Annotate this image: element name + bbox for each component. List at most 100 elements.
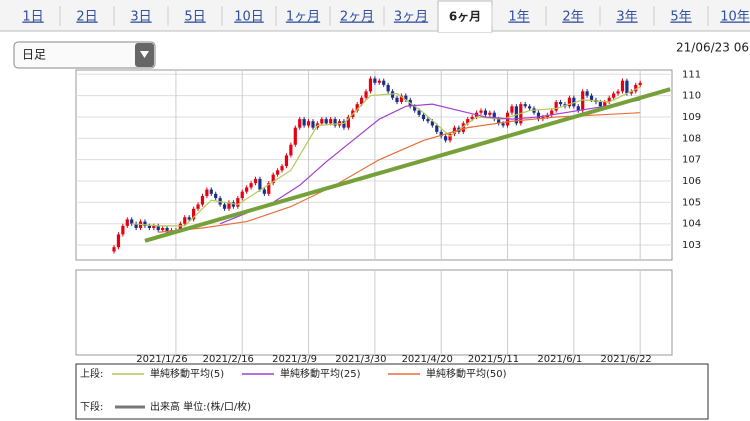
- candle-body: [192, 208, 196, 220]
- candle-body: [528, 106, 532, 109]
- x-tick-label: 2021/6/22: [601, 354, 652, 365]
- candle-body: [550, 110, 554, 115]
- candle-body: [585, 91, 589, 96]
- candle-body: [634, 84, 638, 92]
- candle-body: [620, 80, 625, 92]
- candle-body: [404, 95, 408, 100]
- candle-body: [156, 225, 160, 231]
- tab[interactable]: 3年: [616, 10, 637, 25]
- candle-body: [165, 227, 169, 233]
- candle-body: [373, 78, 377, 83]
- candle-body: [581, 91, 585, 111]
- candle-body: [589, 95, 594, 100]
- candle-body: [205, 189, 209, 196]
- y-tick-label: 111: [682, 69, 701, 80]
- candle-body: [483, 110, 488, 115]
- x-tick-label: 2021/5/11: [468, 354, 519, 365]
- candle-body: [364, 91, 368, 98]
- candle-body: [421, 114, 426, 120]
- y-tick-label: 109: [682, 112, 701, 123]
- candle-body: [355, 104, 359, 111]
- candle-body: [271, 174, 275, 184]
- tab[interactable]: 2ヶ月: [340, 10, 374, 25]
- candle-body: [452, 127, 457, 135]
- x-tick-label: 2021/6/1: [537, 354, 582, 365]
- tab[interactable]: 5年: [670, 10, 691, 25]
- candle-body: [329, 119, 333, 124]
- tab[interactable]: 1年: [508, 10, 529, 25]
- candle-body: [435, 125, 439, 132]
- candle-body: [616, 91, 620, 94]
- candle-body: [214, 193, 218, 199]
- candle-body: [130, 219, 134, 224]
- candle-body: [253, 178, 258, 184]
- candle-body: [346, 116, 350, 128]
- legend-label: 単純移動平均(25): [280, 367, 361, 380]
- candle-body: [497, 119, 501, 124]
- candle-body: [479, 110, 483, 113]
- moving-average-line: [219, 99, 641, 225]
- candle-body: [629, 91, 633, 94]
- candle-body: [134, 223, 138, 228]
- candle-body: [470, 116, 474, 120]
- dropdown[interactable]: [13, 41, 156, 69]
- x-tick-label: 2021/1/26: [136, 354, 187, 365]
- candle-body: [501, 123, 505, 126]
- candle-body: [276, 170, 280, 175]
- tab[interactable]: 1ヶ月: [286, 10, 320, 25]
- x-tick-label: 2021/2/16: [203, 354, 254, 365]
- candle-body: [395, 97, 399, 103]
- candle-body: [523, 104, 527, 107]
- candle-body: [183, 217, 187, 224]
- tab[interactable]: 3日: [130, 10, 151, 25]
- candle-body: [116, 234, 121, 248]
- tab[interactable]: 2日: [76, 10, 97, 25]
- candle-body: [112, 247, 116, 252]
- tab[interactable]: 10年: [720, 10, 750, 25]
- candle-body: [386, 84, 390, 92]
- x-tick-label: 2021/3/9: [272, 354, 317, 365]
- candle-body: [143, 221, 147, 226]
- candle-body: [554, 102, 558, 111]
- candle-body: [448, 134, 452, 141]
- y-tick-label: 105: [682, 197, 701, 208]
- tab-selected: [437, 0, 493, 33]
- candle-body: [439, 131, 443, 137]
- candle-body: [413, 106, 417, 111]
- candle-body: [178, 223, 182, 231]
- tab[interactable]: 2年: [562, 10, 583, 25]
- tab[interactable]: 3ヶ月: [394, 10, 428, 25]
- candle-body: [488, 112, 492, 115]
- x-tick-label: 2021/4/20: [402, 354, 453, 365]
- candle-body: [360, 97, 364, 105]
- candle-body: [320, 119, 324, 124]
- tab[interactable]: 10日: [234, 10, 264, 25]
- legend-box: [75, 363, 709, 420]
- candle-body: [121, 225, 125, 235]
- tab[interactable]: 1日: [22, 10, 43, 25]
- legend-lower-label: 下段:: [80, 400, 103, 413]
- y-tick-label: 104: [682, 219, 701, 230]
- candle-body: [368, 78, 373, 92]
- trend-line: [144, 87, 671, 243]
- candle-body: [324, 119, 328, 124]
- candle-body: [258, 178, 262, 190]
- candle-body: [227, 202, 231, 209]
- tab[interactable]: 5日: [184, 10, 205, 25]
- candle-body: [306, 121, 311, 126]
- candle-body: [302, 119, 306, 126]
- candle-body: [125, 219, 129, 226]
- candle-body: [236, 198, 240, 207]
- candle-body: [638, 82, 642, 85]
- candle-body: [625, 80, 629, 94]
- tab[interactable]: 6ヶ月: [449, 10, 481, 24]
- tab-bar: [0, 0, 750, 31]
- candle-body: [342, 121, 346, 128]
- candle-body: [209, 189, 213, 194]
- dropdown-arrow: [140, 51, 149, 58]
- candle-body: [267, 183, 271, 194]
- x-tick-label: 2021/3/30: [335, 354, 386, 365]
- candle-body: [461, 123, 465, 132]
- candle-body: [558, 102, 563, 105]
